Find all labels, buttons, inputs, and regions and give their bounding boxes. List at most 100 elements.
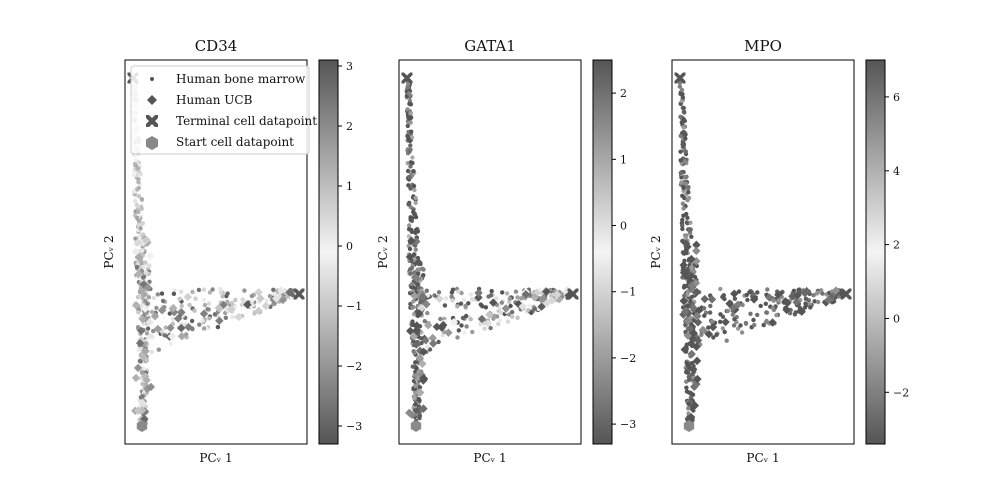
ucb-data-point xyxy=(783,298,792,308)
data-point xyxy=(413,360,418,365)
data-point xyxy=(815,299,821,305)
legend-entry-start: Start cell datapoint xyxy=(146,135,294,150)
ucb-data-point xyxy=(256,294,265,303)
ucb-data-point xyxy=(415,354,424,363)
data-point xyxy=(684,220,689,225)
ucb-data-point xyxy=(276,286,286,295)
data-point xyxy=(415,408,420,413)
ucb-data-point xyxy=(234,312,243,322)
data-point xyxy=(527,303,532,308)
ucb-data-point xyxy=(539,294,548,303)
ucb-data-point xyxy=(133,406,143,415)
ucb-data-point xyxy=(721,317,730,327)
data-point xyxy=(686,401,691,406)
ucb-data-point xyxy=(542,298,552,308)
data-point xyxy=(684,369,689,375)
data-point xyxy=(496,321,501,327)
data-point xyxy=(748,311,753,316)
data-point xyxy=(149,349,155,355)
x-axis-label: PCᵥ 1 xyxy=(199,451,232,465)
data-point xyxy=(463,303,468,309)
data-point xyxy=(407,175,412,180)
ucb-data-point xyxy=(692,246,701,256)
data-point xyxy=(225,291,230,296)
data-point xyxy=(460,315,466,321)
data-point xyxy=(680,223,685,228)
data-point xyxy=(136,169,142,175)
colorbar-gradient xyxy=(318,59,339,445)
data-point xyxy=(160,298,166,304)
ucb-data-point xyxy=(687,254,696,264)
data-point xyxy=(458,301,464,306)
ucb-data-point xyxy=(749,295,759,304)
data-point xyxy=(409,229,415,234)
ucb-data-point xyxy=(421,336,431,345)
panel-mpo: MPO PCᵥ 1 PCᵥ 2 6 4 2 0 −2 xyxy=(649,37,909,465)
data-point xyxy=(436,290,442,295)
ucb-data-point xyxy=(261,301,271,311)
data-point xyxy=(738,323,743,328)
colorbar-tick-label: 1 xyxy=(620,153,627,166)
ucb-data-point xyxy=(143,283,152,292)
data-point xyxy=(406,91,412,96)
scatter-layer xyxy=(674,72,852,432)
ucb-data-point xyxy=(691,278,701,288)
data-point xyxy=(680,201,686,206)
data-point xyxy=(811,293,816,298)
data-point xyxy=(406,85,411,90)
data-point xyxy=(168,341,173,347)
ucb-data-point xyxy=(278,295,288,305)
ucb-data-point xyxy=(412,340,421,349)
data-point xyxy=(743,320,749,326)
data-point xyxy=(456,328,461,333)
data-point xyxy=(497,306,502,311)
ucb-data-point xyxy=(683,317,693,326)
data-point xyxy=(758,303,763,309)
data-point xyxy=(410,155,415,160)
ucb-data-point xyxy=(419,374,429,384)
data-point xyxy=(413,200,418,205)
colorbar: 2 1 0 −1 −2 −3 xyxy=(592,59,636,445)
data-point xyxy=(171,316,176,322)
data-point xyxy=(139,302,144,308)
data-point xyxy=(808,305,813,310)
data-point xyxy=(137,358,143,364)
ucb-data-point xyxy=(184,322,193,332)
data-point xyxy=(264,298,269,304)
ucb-data-point xyxy=(474,288,483,298)
data-point xyxy=(187,302,192,308)
data-point xyxy=(500,290,505,295)
colorbar-gradient xyxy=(865,59,886,445)
data-point xyxy=(419,340,424,346)
ucb-data-point xyxy=(689,303,698,312)
data-point xyxy=(138,226,143,231)
y-axis-label: PCᵥ 2 xyxy=(376,235,390,268)
data-point xyxy=(687,227,692,233)
data-point xyxy=(680,92,685,97)
data-point xyxy=(681,285,687,290)
data-point xyxy=(201,326,207,331)
data-point xyxy=(679,180,684,185)
ucb-data-point xyxy=(153,324,163,334)
plot-frame xyxy=(671,59,855,445)
data-point xyxy=(466,301,471,306)
ucb-data-point xyxy=(802,286,811,296)
data-point xyxy=(218,286,223,292)
ucb-data-point xyxy=(679,296,688,306)
data-point xyxy=(449,290,455,295)
data-point xyxy=(189,318,195,324)
data-point xyxy=(415,267,420,272)
ucb-data-point xyxy=(692,287,702,297)
data-point xyxy=(413,383,418,389)
data-point xyxy=(761,322,766,328)
ucb-data-point xyxy=(409,332,418,341)
legend-entry-bone-marrow: Human bone marrow xyxy=(150,72,306,86)
colorbar-tick-label: 0 xyxy=(346,240,353,253)
data-point xyxy=(202,302,208,308)
data-point xyxy=(803,301,808,306)
ucb-data-point xyxy=(692,256,701,266)
ucb-data-point xyxy=(199,309,209,318)
data-point xyxy=(410,319,415,324)
data-point xyxy=(689,234,694,239)
data-point xyxy=(755,312,760,318)
